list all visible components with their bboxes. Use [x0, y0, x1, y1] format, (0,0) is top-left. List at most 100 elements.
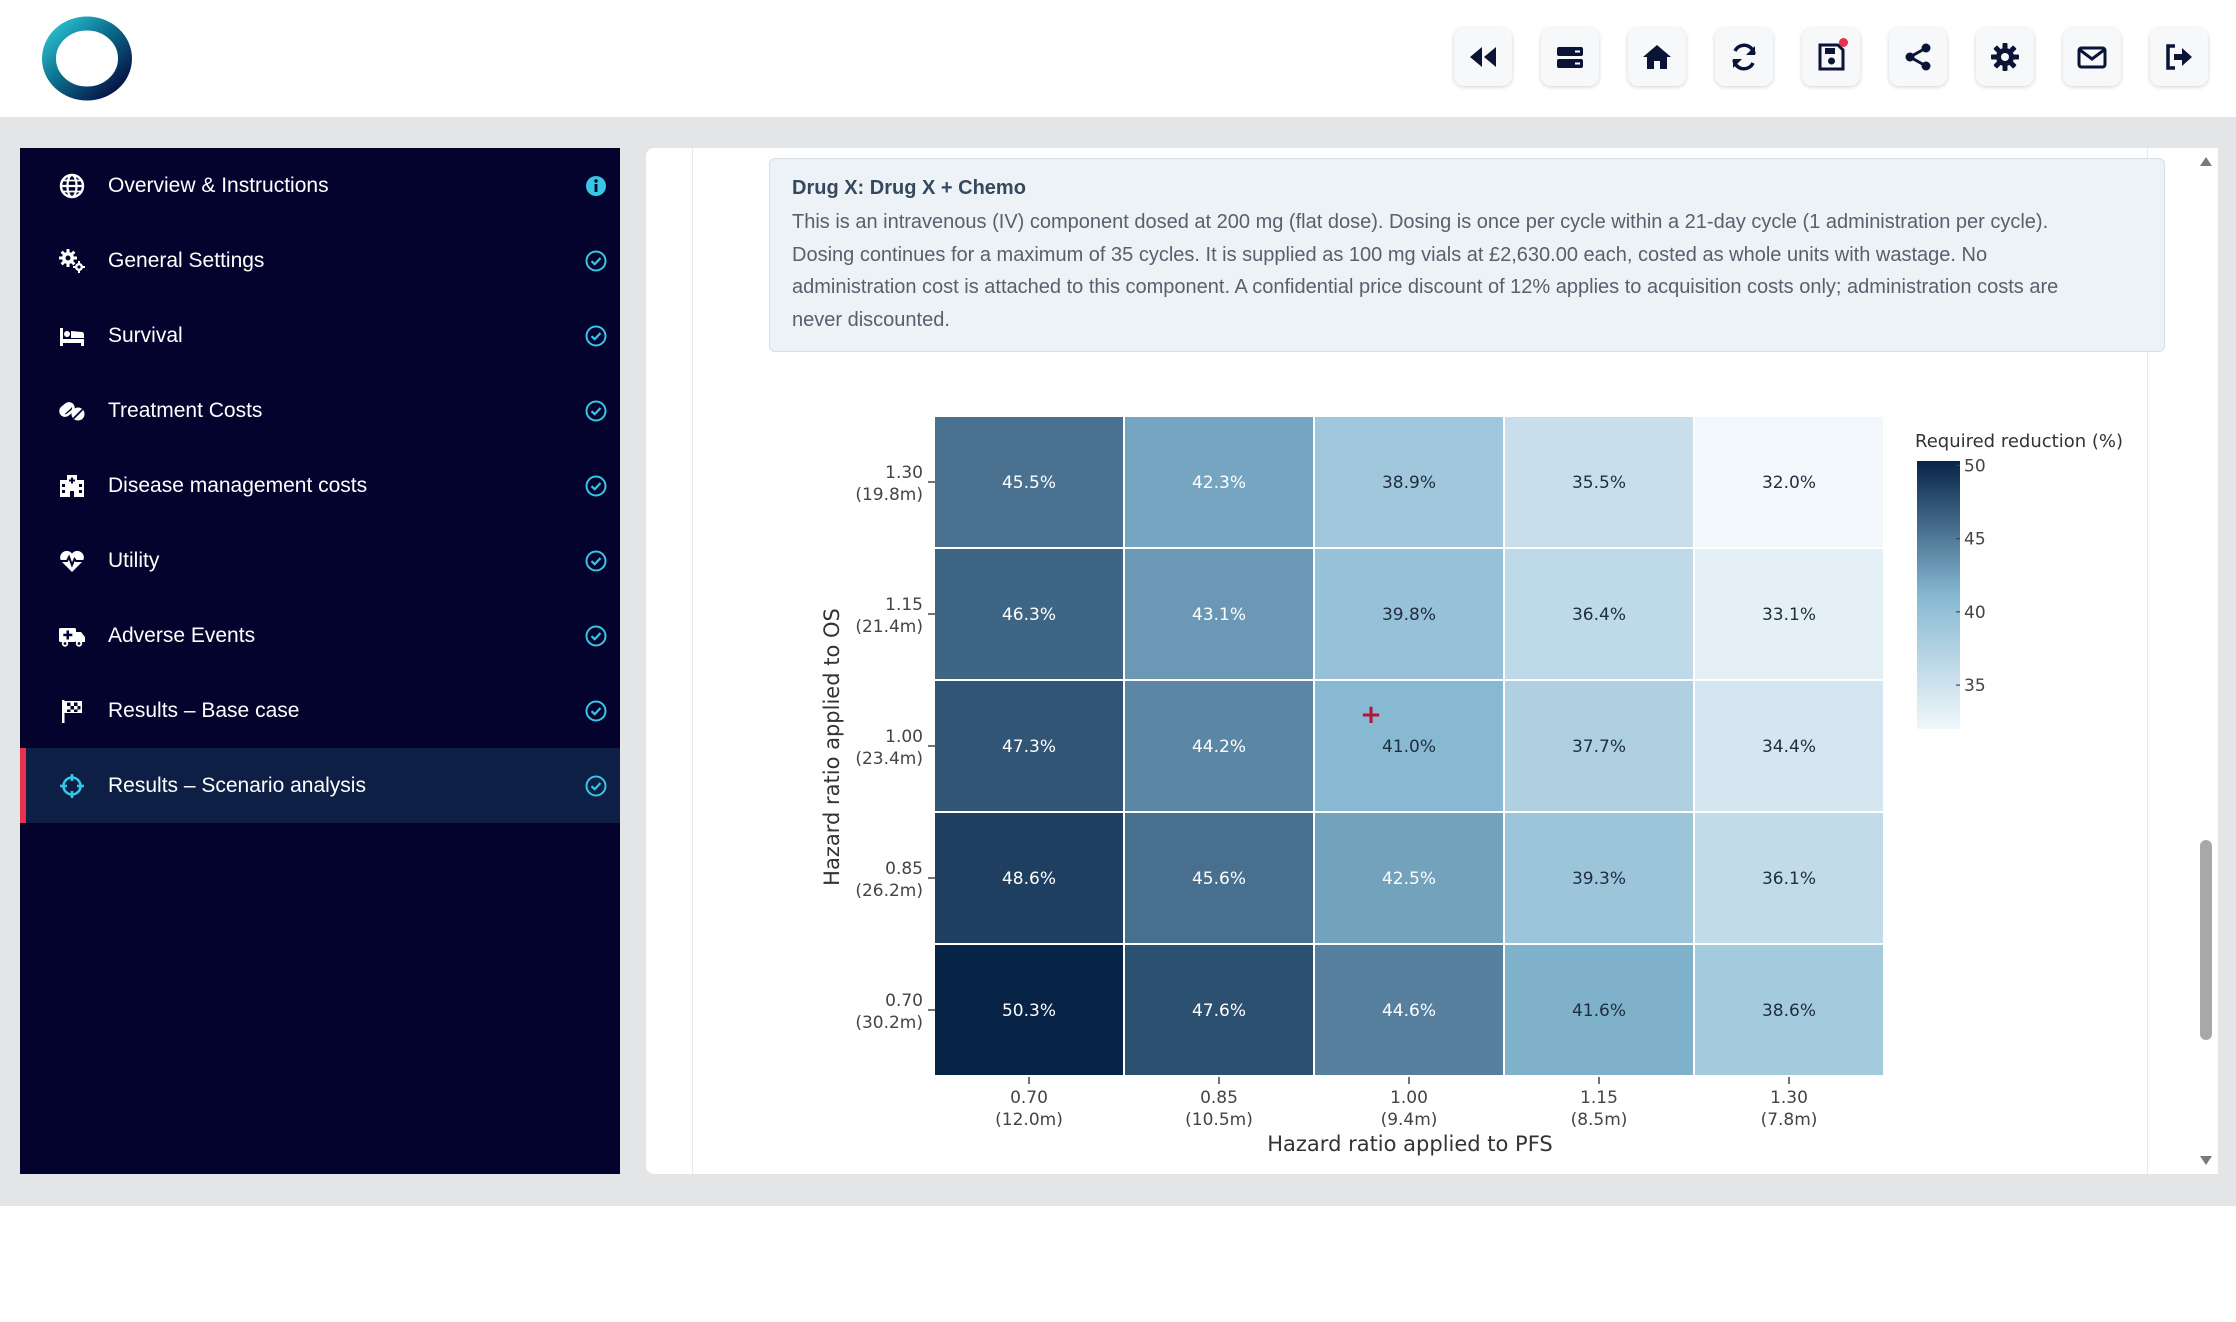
cell-value-label: 47.6% — [1192, 1001, 1246, 1021]
check-circle-icon — [585, 400, 607, 421]
cell-value-label: 39.3% — [1572, 869, 1626, 889]
refresh-button[interactable] — [1715, 28, 1773, 86]
storage-button[interactable] — [1541, 28, 1599, 86]
check-circle-icon — [585, 700, 607, 721]
heatmap-cell — [1315, 549, 1503, 679]
x-tick-sublabel: (12.0m) — [995, 1110, 1063, 1130]
rewind-button[interactable] — [1454, 28, 1512, 86]
cell-value-label: 38.6% — [1762, 1001, 1816, 1021]
cell-value-label: 32.0% — [1762, 473, 1816, 493]
sidebar-item-label: Utility — [108, 548, 160, 572]
y-tick-sublabel: (30.2m) — [855, 1013, 923, 1033]
description-line: never discounted. — [792, 308, 950, 331]
cell-value-label: 38.9% — [1382, 473, 1436, 493]
app-logo — [42, 16, 132, 101]
cell-value-label: 35.5% — [1572, 473, 1626, 493]
x-tick-sublabel: (8.5m) — [1571, 1110, 1628, 1130]
cell-value-label: 39.8% — [1382, 605, 1436, 625]
y-tick-label: 1.30 — [885, 463, 923, 483]
cell-value-label: 44.6% — [1382, 1001, 1436, 1021]
cell-value-label: 41.0% — [1382, 737, 1436, 757]
sidebar-item-disease-management-costs[interactable]: Disease management costs — [20, 448, 620, 523]
colorbar-tick-label: 50 — [1964, 456, 1986, 476]
heatmap-cell — [1505, 813, 1693, 943]
heatmap-cell — [1695, 549, 1883, 679]
heatmap-cell — [1125, 417, 1313, 547]
x-tick-sublabel: (7.8m) — [1761, 1110, 1818, 1130]
heatmap-cell — [935, 681, 1123, 811]
cell-value-label: 45.6% — [1192, 869, 1246, 889]
main-panel: Drug X: Drug X + Chemo This is an intrav… — [646, 148, 2218, 1174]
cell-value-label: 36.1% — [1762, 869, 1816, 889]
logout-button[interactable] — [2150, 28, 2208, 86]
pills-icon — [56, 395, 88, 427]
x-tick-label: 0.85 — [1200, 1088, 1238, 1108]
crosshairs-icon — [56, 770, 88, 802]
cell-value-label: 45.5% — [1002, 473, 1056, 493]
backward-icon — [1470, 47, 1496, 67]
component-text: This is an intravenous (IV) component do… — [792, 206, 2142, 336]
share-icon — [1905, 43, 1931, 71]
colorbar — [1917, 461, 1960, 729]
sidebar-item-adverse-events[interactable]: Adverse Events — [20, 598, 620, 673]
heatmap-cell — [935, 549, 1123, 679]
x-tick-label: 0.70 — [1010, 1088, 1048, 1108]
hospital-icon — [56, 470, 88, 502]
description-line: This is an intravenous (IV) component do… — [792, 211, 2049, 233]
x-tick-sublabel: (10.5m) — [1185, 1110, 1253, 1130]
sidebar-item-results-base-case[interactable]: Results – Base case — [20, 673, 620, 748]
save-icon — [1818, 43, 1845, 71]
unsaved-indicator — [1839, 38, 1848, 47]
check-circle-icon — [585, 325, 607, 346]
refresh-icon — [1732, 43, 1756, 71]
heatmap-cell — [1125, 945, 1313, 1075]
heatmap-cell — [935, 945, 1123, 1075]
sidebar-item-survival[interactable]: Survival — [20, 298, 620, 373]
mail-button[interactable] — [2063, 28, 2121, 86]
cell-value-label: 44.2% — [1192, 737, 1246, 757]
x-axis-title: Hazard ratio applied to PFS — [1267, 1132, 1553, 1156]
home-button[interactable] — [1628, 28, 1686, 86]
sidebar: Overview & Instructions General Settings… — [20, 148, 620, 1174]
y-tick-label: 0.70 — [885, 991, 923, 1011]
check-circle-icon — [585, 250, 607, 271]
heatmap-cell — [1695, 681, 1883, 811]
colorbar-tick-label: 40 — [1964, 603, 1986, 623]
scroll-up-arrow[interactable] — [2200, 157, 2212, 166]
heatmap-cell — [1695, 813, 1883, 943]
y-tick-label: 1.00 — [885, 727, 923, 747]
scenario-heatmap: 45.5% 42.3% 38.9% 35.5% 32.0% 46.3% 43.1% 39.8%… — [820, 417, 2123, 1156]
heatmap-cell — [1315, 945, 1503, 1075]
heatmap-cell — [1125, 681, 1313, 811]
sidebar-item-label: Results – Scenario analysis — [108, 773, 366, 797]
scroll-thumb[interactable] — [2200, 840, 2212, 1040]
toolbar — [1454, 28, 2208, 86]
sidebar-item-utility[interactable]: Utility — [20, 523, 620, 598]
heatmap-cell — [1125, 813, 1313, 943]
settings-button[interactable] — [1976, 28, 2034, 86]
cell-value-label: 37.7% — [1572, 737, 1626, 757]
scrollbar[interactable] — [2192, 148, 2218, 1174]
sidebar-item-label: Disease management costs — [108, 473, 368, 497]
cell-value-label: 36.4% — [1572, 605, 1626, 625]
scroll-down-arrow[interactable] — [2200, 1156, 2212, 1165]
sidebar-item-general-settings[interactable]: General Settings — [20, 223, 620, 298]
y-tick-label: 0.85 — [885, 859, 923, 879]
check-circle-icon — [585, 625, 607, 646]
x-tick-sublabel: (9.4m) — [1381, 1110, 1438, 1130]
sidebar-item-label: Survival — [108, 323, 183, 347]
sidebar-item-treatment-costs[interactable]: Treatment Costs — [20, 373, 620, 448]
sidebar-item-results-scenario-analysis[interactable]: Results – Scenario analysis — [20, 748, 620, 823]
share-button[interactable] — [1889, 28, 1947, 86]
cell-value-label: 50.3% — [1002, 1001, 1056, 1021]
gear-icon — [1991, 43, 2019, 71]
heatmap-cell — [1505, 945, 1693, 1075]
save-button[interactable] — [1802, 28, 1860, 86]
bed-icon — [56, 320, 88, 352]
ambulance-icon — [56, 620, 88, 652]
sidebar-item-overview[interactable]: Overview & Instructions — [20, 148, 620, 223]
sidebar-item-label: General Settings — [108, 248, 265, 272]
y-tick-sublabel: (26.2m) — [855, 881, 923, 901]
cell-value-label: 46.3% — [1002, 605, 1056, 625]
mail-icon — [2077, 46, 2107, 69]
